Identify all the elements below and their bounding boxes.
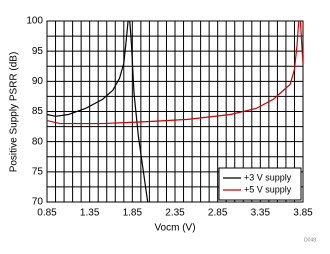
y-tick-label: 95: [32, 46, 44, 57]
y-tick-label: 80: [32, 136, 44, 147]
y-tick-label: 100: [26, 16, 43, 27]
y-tick-label: 75: [32, 166, 44, 177]
data-line: [47, 21, 303, 125]
y-tick-label: 70: [32, 197, 44, 208]
plot-frame: [46, 20, 304, 203]
x-tick-label: 3.35: [251, 208, 271, 219]
legend-box: [218, 167, 302, 201]
legend-label: +3 V supply: [244, 172, 292, 182]
y-tick-label: 85: [32, 106, 44, 117]
y-tick-label: 90: [32, 76, 44, 87]
x-axis-label: Vocm (V): [154, 223, 195, 234]
x-tick-label: 3.85: [293, 208, 313, 219]
x-tick-label: 2.85: [208, 208, 228, 219]
data-line: [47, 21, 149, 202]
y-axis-label: Positive Supply PSRR (dB): [9, 52, 20, 173]
x-tick-label: 1.85: [123, 208, 143, 219]
legend-label: +5 V supply: [244, 184, 292, 194]
x-tick-label: 2.35: [165, 208, 185, 219]
x-tick-label: 1.35: [80, 208, 100, 219]
figure-id: D048: [304, 237, 316, 243]
x-tick-label: 0.85: [37, 208, 57, 219]
